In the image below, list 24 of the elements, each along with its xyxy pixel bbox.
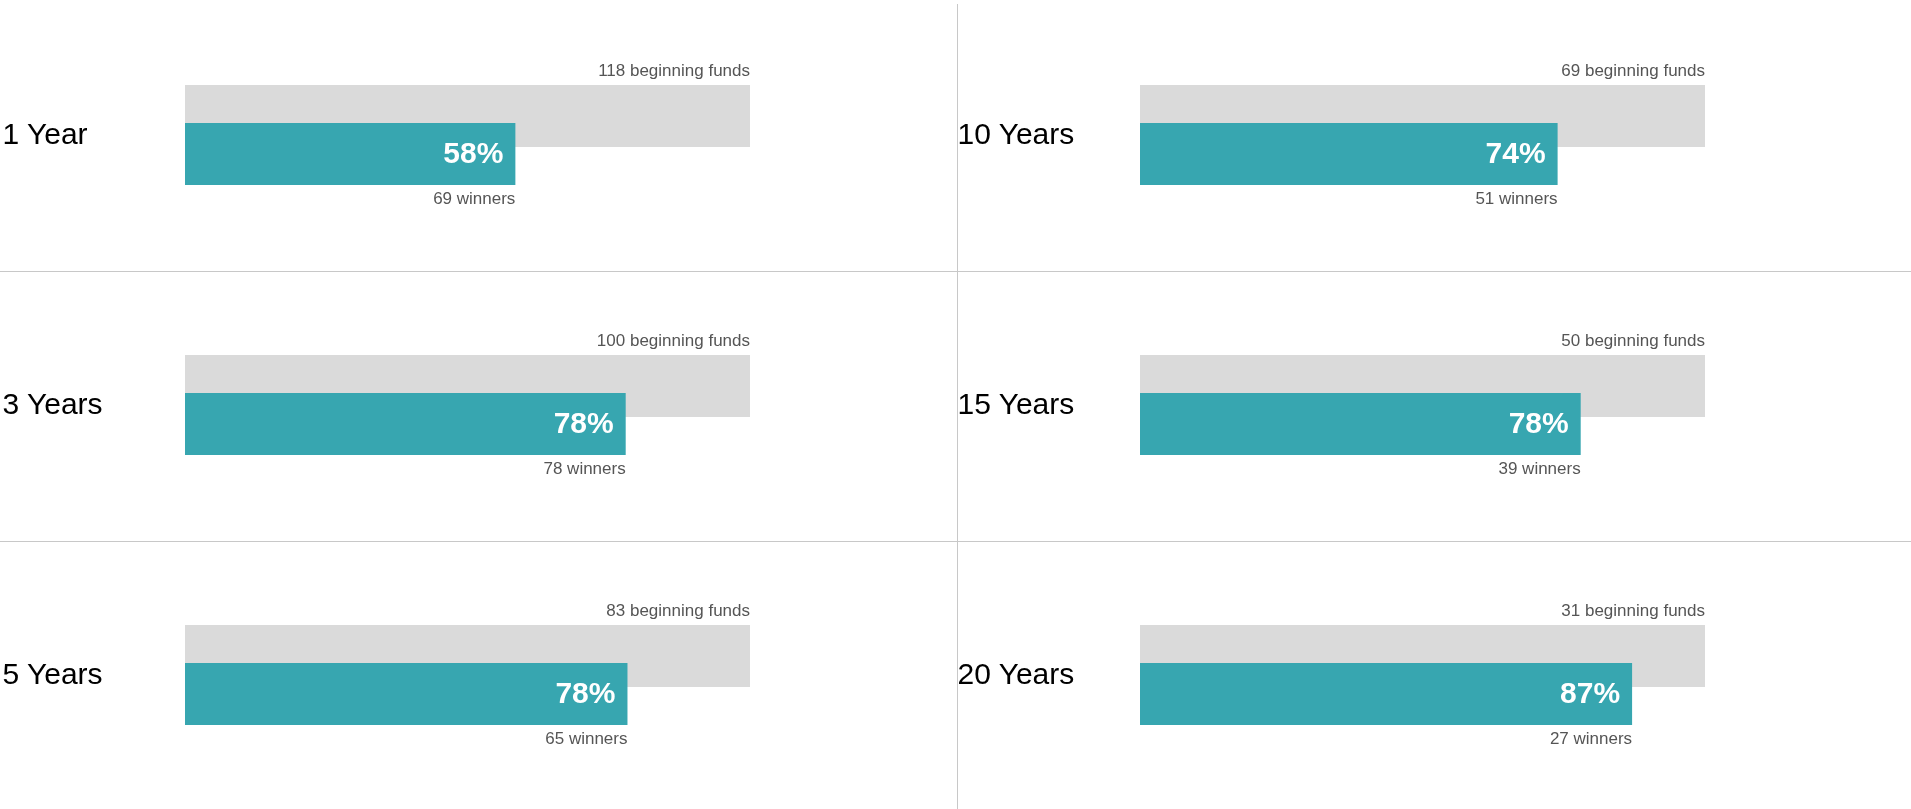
data-label: 83 beginning funds (606, 601, 750, 620)
y-tick-label: 1 Year (2, 117, 88, 150)
data-label: 51 winners (1475, 189, 1558, 208)
data-label: 69 beginning funds (1561, 61, 1705, 80)
y-tick-label: 10 Years (957, 117, 1075, 150)
data-label: 118 beginning funds (598, 61, 750, 80)
data-label: 50 beginning funds (1561, 331, 1705, 350)
y-tick-label: 15 Years (957, 387, 1075, 420)
data-label: 65 winners (545, 729, 628, 748)
y-tick-label: 3 Years (2, 387, 103, 420)
data-label: 39 winners (1498, 459, 1581, 478)
annotation: 87% (1560, 676, 1621, 709)
annotation: 78% (553, 406, 614, 439)
annotation: 78% (1508, 406, 1569, 439)
annotation: 78% (555, 676, 616, 709)
annotation: 74% (1485, 136, 1546, 169)
y-tick-label: 20 Years (957, 657, 1075, 690)
data-label: 27 winners (1549, 729, 1633, 748)
data-label: 31 beginning funds (1561, 601, 1705, 620)
data-label: 69 winners (433, 189, 516, 208)
annotation: 58% (443, 136, 504, 169)
y-tick-label: 5 Years (2, 657, 103, 690)
data-label: 100 beginning funds (596, 331, 750, 350)
data-label: 78 winners (543, 459, 626, 478)
